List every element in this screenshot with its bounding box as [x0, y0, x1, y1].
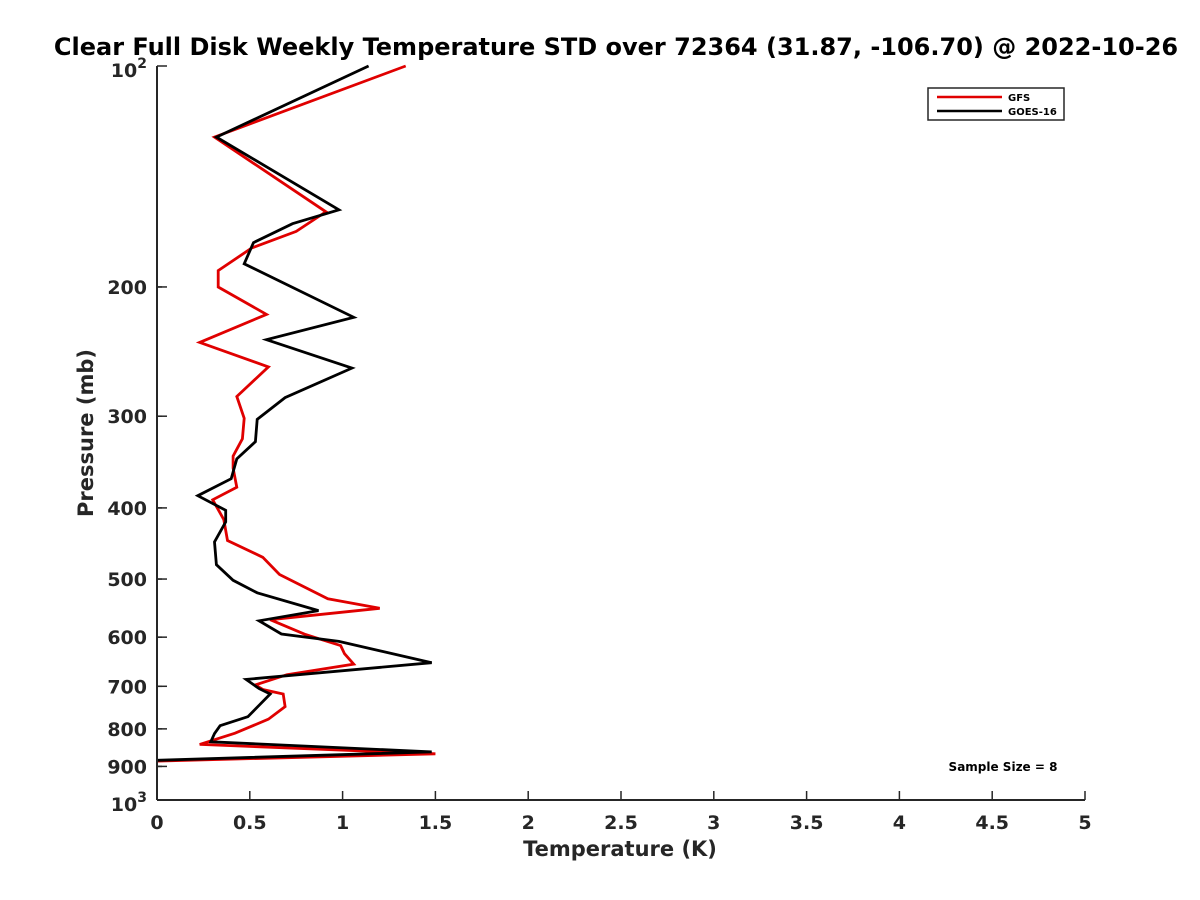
legend-label-goes16: GOES-16 — [1008, 107, 1057, 118]
x-tick-label: 0.5 — [233, 812, 267, 834]
y-axis-ticks: 102 200 300 400 500 600 700 800 900 103 — [107, 56, 167, 816]
sample-size-annotation: Sample Size = 8 — [949, 760, 1058, 774]
y-tick-label: 700 — [107, 676, 147, 698]
x-tick-label: 2.5 — [604, 812, 638, 834]
x-tick-label: 4 — [893, 812, 906, 834]
x-tick-label: 3.5 — [790, 812, 824, 834]
legend-box — [927, 87, 1065, 121]
plot-lines — [156, 64, 436, 763]
y-tick-label: 900 — [107, 756, 147, 778]
x-axis-ticks: 0 0.5 1 1.5 2 2.5 3 3.5 4 4.5 5 — [150, 791, 1092, 834]
x-tick-label: 4.5 — [975, 812, 1009, 834]
y-tick-label: 800 — [107, 719, 147, 741]
chart-title: Clear Full Disk Weekly Temperature STD o… — [54, 33, 1178, 61]
y-axis-label: Pressure (mb) — [74, 349, 98, 517]
x-tick-label: 3 — [707, 812, 720, 834]
x-tick-label: 5 — [1078, 812, 1091, 834]
x-tick-label: 0 — [150, 812, 163, 834]
x-tick-label: 1.5 — [419, 812, 453, 834]
y-tick-label: 200 — [107, 277, 147, 299]
x-tick-label: 1 — [336, 812, 349, 834]
y-tick-label: 600 — [107, 627, 147, 649]
x-axis-label: Temperature (K) — [523, 837, 717, 861]
y-tick-label: 500 — [107, 569, 147, 591]
y-tick-label: 102 — [111, 56, 147, 82]
y-tick-label: 300 — [107, 406, 147, 428]
legend-label-gfs: GFS — [1008, 93, 1030, 104]
series-line-gfs — [156, 64, 436, 763]
y-tick-label: 103 — [111, 790, 147, 816]
y-tick-label: 400 — [107, 498, 147, 520]
series-line-goes-16 — [156, 64, 433, 762]
legend: GFS GOES-16 — [927, 87, 1065, 121]
x-tick-label: 2 — [522, 812, 535, 834]
